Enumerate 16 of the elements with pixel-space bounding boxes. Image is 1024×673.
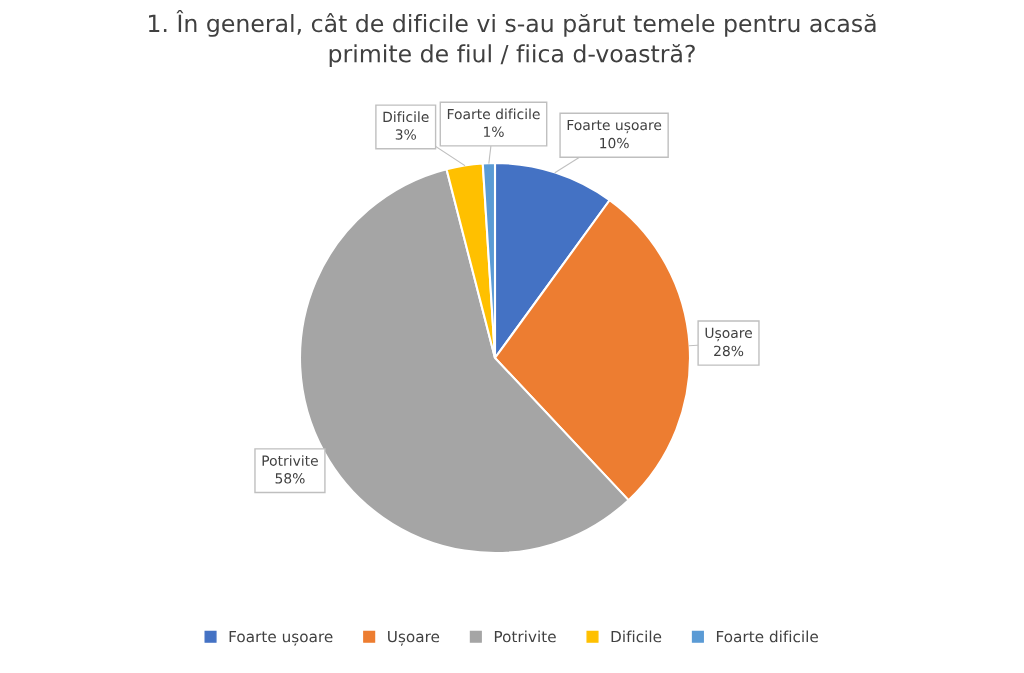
legend-label: Foarte dificile: [716, 630, 818, 643]
legend-label: Potrivite: [494, 630, 556, 643]
data-label: 3%: [395, 129, 416, 140]
data-label: 10%: [600, 137, 629, 149]
slice-label: Dificile: [383, 111, 429, 123]
legend-label: Ușoare: [388, 630, 440, 646]
slice-label: Foarte ușoare: [567, 119, 662, 134]
data-label: 58%: [275, 473, 305, 484]
legend-label: Foarte ușoare: [229, 630, 333, 646]
chart-title: 1. În general, cât de dificile vi s-au părut temele pentru acasă primite de fiul / fiica d-voastră?: [149, 10, 876, 68]
data-label: 28%: [714, 345, 744, 357]
slice-label: Foarte dificile: [447, 108, 540, 120]
data-label: 1%: [484, 126, 504, 137]
slice-label: Potrivite: [262, 455, 318, 466]
slice-label: Ușoare: [705, 327, 752, 342]
legend-label: Dificile: [611, 630, 662, 643]
